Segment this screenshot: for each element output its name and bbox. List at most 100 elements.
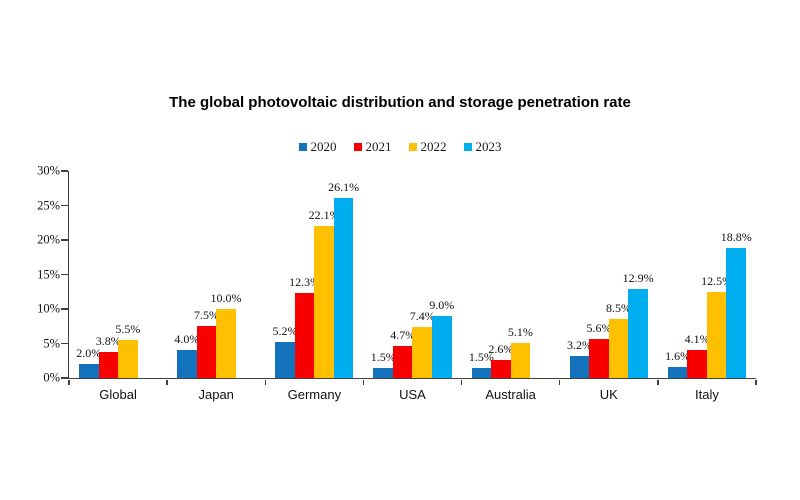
bar-value-label: 4.0% <box>174 332 200 347</box>
bar-2023-italy <box>726 248 746 378</box>
bar-slot: 5.5% <box>115 171 140 378</box>
y-axis-label: 15% <box>37 267 60 281</box>
bar-slot <box>236 171 256 378</box>
bar-group-italy: 1.6% 4.1% 12.5% 18.8% Italy <box>658 171 756 402</box>
bar-value-label: 7.4% <box>409 308 435 323</box>
y-axis-tick <box>61 342 68 345</box>
bar-value-label: 1.5% <box>370 349 396 364</box>
bar-slot: 7.5% <box>193 171 219 378</box>
bar-2020-germany <box>275 342 295 378</box>
bar-slot: 10.0% <box>210 171 241 378</box>
bar-group-uk: 3.2% 5.6% 8.5% 12.9% UK <box>560 171 658 402</box>
bar-slot: 12.5% <box>701 171 732 378</box>
category-label-global: Global <box>99 387 137 402</box>
bar-slot: 2.0% <box>76 171 101 378</box>
plot-area: 2.0% 3.8% 5.5% Global 4.0% 7.5% 10.0% Japan 5.2%… <box>37 164 757 402</box>
bar-group-global: 2.0% 3.8% 5.5% Global <box>69 171 167 402</box>
y-axis-label: 30% <box>37 163 60 178</box>
legend: 2020 2021 2022 2023 <box>0 139 800 155</box>
bar-slot: 8.5% <box>606 171 631 378</box>
bar-2021-italy <box>687 349 707 378</box>
bar-slot: 4.7% <box>390 171 416 378</box>
x-axis-tick <box>362 379 365 385</box>
category-label-germany: Germany <box>287 387 342 402</box>
bar-slot: 22.1% <box>309 171 340 378</box>
bar-value-label: 5.2% <box>272 324 298 339</box>
bar-value-label: 18.8% <box>720 230 752 245</box>
x-axis-tick <box>657 379 659 385</box>
bar-slot: 12.3% <box>289 171 320 378</box>
x-axis-tick <box>558 379 561 385</box>
bar-slot: 1.5% <box>370 171 396 378</box>
bar-2022-usa <box>412 326 433 378</box>
bar-slot: 1.6% <box>665 171 690 378</box>
bar-value-label: 4.7% <box>390 327 416 342</box>
bar-slot: 2.6% <box>488 171 514 378</box>
category-label-usa: USA <box>399 387 426 402</box>
y-axis-tick <box>61 308 68 310</box>
chart-title: The global photovoltaic distribution and… <box>169 94 631 111</box>
legend-label: 2020 <box>310 139 337 154</box>
category-label-australia: Australia <box>485 387 536 402</box>
bar-value-label: 12.3% <box>289 275 321 290</box>
bar-slot: 3.8% <box>95 171 121 378</box>
bar-2022-italy <box>706 291 727 378</box>
bar-group-germany: 5.2% 12.3% 22.1% 26.1% Germany <box>265 171 363 402</box>
bar-slot <box>138 171 158 378</box>
bar-2022-germany <box>314 225 334 378</box>
legend-item-2021: 2021 <box>353 139 392 155</box>
bar-value-label: 22.1% <box>308 207 340 222</box>
bar-slot: 7.4% <box>409 171 435 378</box>
category-label-japan: Japan <box>198 387 234 402</box>
bar-2021-usa <box>392 345 413 378</box>
bar-2021-japan <box>196 326 217 378</box>
bar-slot: 5.6% <box>586 171 612 378</box>
legend-label: 2021 <box>365 139 392 154</box>
x-axis-tick <box>755 379 757 385</box>
legend-item-2022: 2022 <box>408 139 447 155</box>
bar-slot: 5.2% <box>272 171 298 378</box>
bar-2021-global <box>98 351 119 378</box>
y-axis-tick <box>61 273 68 276</box>
bar-slot: 12.9% <box>623 171 654 378</box>
y-axis-tick <box>61 239 68 241</box>
bar-groups: 2.0% 3.8% 5.5% Global 4.0% 7.5% 10.0% Japan 5.2%… <box>69 171 756 402</box>
y-axis-label: 25% <box>37 198 60 212</box>
bar-value-label: 5.6% <box>586 321 612 336</box>
bar-value-label: 9.0% <box>429 297 455 312</box>
legend-label: 2023 <box>475 139 502 154</box>
legend-label: 2022 <box>420 139 447 154</box>
bar-slot: 5.1% <box>508 171 533 378</box>
bar-2020-japan <box>177 350 197 378</box>
y-axis-label: 20% <box>37 232 60 247</box>
bar-2020-uk <box>569 355 590 378</box>
bar-value-label: 7.5% <box>193 308 219 323</box>
bar-value-label: 12.5% <box>701 273 733 288</box>
bar-slot: 4.0% <box>174 171 200 378</box>
legend-swatch-2023 <box>463 143 472 151</box>
x-axis-tick <box>166 379 168 385</box>
x-axis-tick <box>264 379 267 385</box>
bar-2020-italy <box>667 366 688 378</box>
bar-value-label: 10.0% <box>210 291 242 306</box>
bar-value-label: 2.6% <box>488 342 514 357</box>
category-label-italy: Italy <box>694 387 719 402</box>
bar-group-japan: 4.0% 7.5% 10.0% Japan <box>167 171 265 402</box>
bar-value-label: 4.1% <box>684 331 710 346</box>
y-axis-tick <box>61 377 68 379</box>
legend-item-2020: 2020 <box>298 139 337 155</box>
bar-2020-usa <box>373 367 393 378</box>
bar-2021-australia <box>491 360 511 378</box>
legend-swatch-2020 <box>298 143 307 151</box>
bar-2021-uk <box>589 339 609 378</box>
bar-group-usa: 1.5% 4.7% 7.4% 9.0% USA <box>363 171 461 402</box>
bar-2023-usa <box>432 315 452 378</box>
bar-2020-global <box>79 364 99 378</box>
bar-value-label: 3.2% <box>566 337 592 352</box>
y-axis-label: 10% <box>37 301 60 316</box>
y-axis-tick <box>61 204 68 207</box>
bar-slot: 26.1% <box>328 171 359 378</box>
bar-value-label: 12.9% <box>622 271 654 285</box>
y-axis-label: 0% <box>43 370 60 385</box>
bar-value-label: 3.8% <box>95 333 121 348</box>
